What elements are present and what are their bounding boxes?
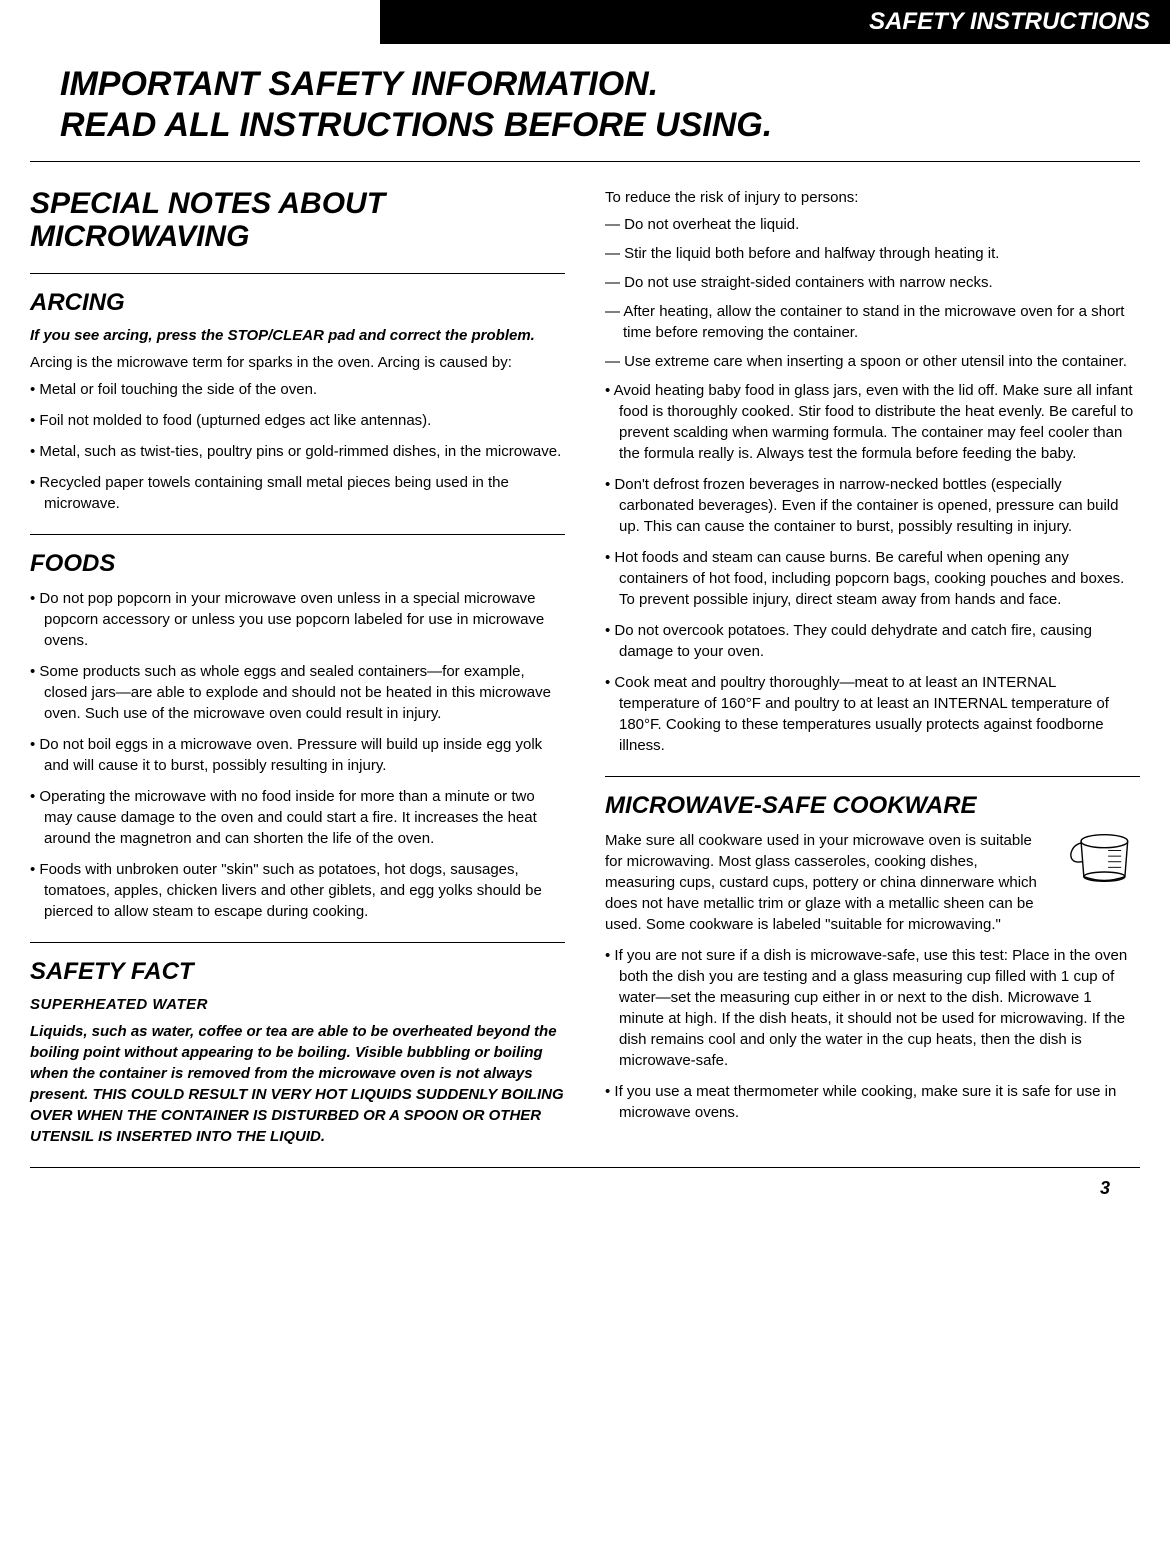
- arcing-list: Metal or foil touching the side of the o…: [30, 379, 565, 514]
- list-item: After heating, allow the container to st…: [605, 301, 1140, 343]
- list-item: Metal or foil touching the side of the o…: [30, 379, 565, 400]
- list-item: Some products such as whole eggs and sea…: [30, 661, 565, 724]
- divider: [30, 534, 565, 535]
- list-item: Do not use straight-sided containers wit…: [605, 272, 1140, 293]
- page-title: IMPORTANT SAFETY INFORMATION. READ ALL I…: [30, 64, 1140, 162]
- arcing-intro-text: Arcing is the microwave term for sparks …: [30, 352, 565, 373]
- header-label: SAFETY INSTRUCTIONS: [869, 8, 1150, 35]
- cookware-intro: Make sure all cookware used in your micr…: [605, 830, 1050, 935]
- arcing-title: ARCING: [30, 289, 565, 317]
- list-item: Hot foods and steam can cause burns. Be …: [605, 547, 1140, 610]
- cookware-title: MICROWAVE-SAFE COOKWARE: [605, 792, 1140, 820]
- list-item: Do not overheat the liquid.: [605, 214, 1140, 235]
- left-column: SPECIAL NOTES ABOUT MICROWAVING ARCING I…: [30, 187, 565, 1147]
- right-column: To reduce the risk of injury to persons:…: [605, 187, 1140, 1147]
- superheated-subhead: SUPERHEATED WATER: [30, 996, 565, 1013]
- list-item: Foods with unbroken outer "skin" such as…: [30, 859, 565, 922]
- safety-fact-para: Liquids, such as water, coffee or tea ar…: [30, 1021, 565, 1147]
- right-bullets: Avoid heating baby food in glass jars, e…: [605, 380, 1140, 756]
- list-item: If you are not sure if a dish is microwa…: [605, 945, 1140, 1071]
- list-item: Foil not molded to food (upturned edges …: [30, 410, 565, 431]
- list-item: Avoid heating baby food in glass jars, e…: [605, 380, 1140, 464]
- title-line2: READ ALL INSTRUCTIONS BEFORE USING.: [60, 106, 772, 144]
- title-line1: IMPORTANT SAFETY INFORMATION.: [60, 65, 658, 103]
- safety-fact-title: SAFETY FACT: [30, 958, 565, 986]
- foods-title: FOODS: [30, 550, 565, 578]
- dash-list: Do not overheat the liquid. Stir the liq…: [605, 214, 1140, 372]
- list-item: Do not pop popcorn in your microwave ove…: [30, 588, 565, 651]
- header-bar: SAFETY INSTRUCTIONS: [380, 0, 1170, 44]
- list-item: If you use a meat thermometer while cook…: [605, 1081, 1140, 1123]
- list-item: Recycled paper towels containing small m…: [30, 472, 565, 514]
- reduce-risk-intro: To reduce the risk of injury to persons:: [605, 187, 1140, 208]
- list-item: Use extreme care when inserting a spoon …: [605, 351, 1140, 372]
- cookware-list: If you are not sure if a dish is microwa…: [605, 945, 1140, 1123]
- cookware-intro-row: Make sure all cookware used in your micr…: [605, 830, 1140, 935]
- divider: [30, 273, 565, 274]
- divider: [605, 776, 1140, 777]
- list-item: Stir the liquid both before and halfway …: [605, 243, 1140, 264]
- divider: [30, 942, 565, 943]
- list-item: Cook meat and poultry thoroughly—meat to…: [605, 672, 1140, 756]
- list-item: Do not overcook potatoes. They could deh…: [605, 620, 1140, 662]
- list-item: Do not boil eggs in a microwave oven. Pr…: [30, 734, 565, 776]
- foods-list: Do not pop popcorn in your microwave ove…: [30, 588, 565, 922]
- arcing-intro-bold: If you see arcing, press the STOP/CLEAR …: [30, 327, 565, 344]
- page-number: 3: [30, 1167, 1140, 1209]
- list-item: Metal, such as twist-ties, poultry pins …: [30, 441, 565, 462]
- measuring-cup-icon: [1065, 830, 1140, 891]
- list-item: Don't defrost frozen beverages in narrow…: [605, 474, 1140, 537]
- list-item: Operating the microwave with no food ins…: [30, 786, 565, 849]
- section-title-special-notes: SPECIAL NOTES ABOUT MICROWAVING: [30, 187, 565, 253]
